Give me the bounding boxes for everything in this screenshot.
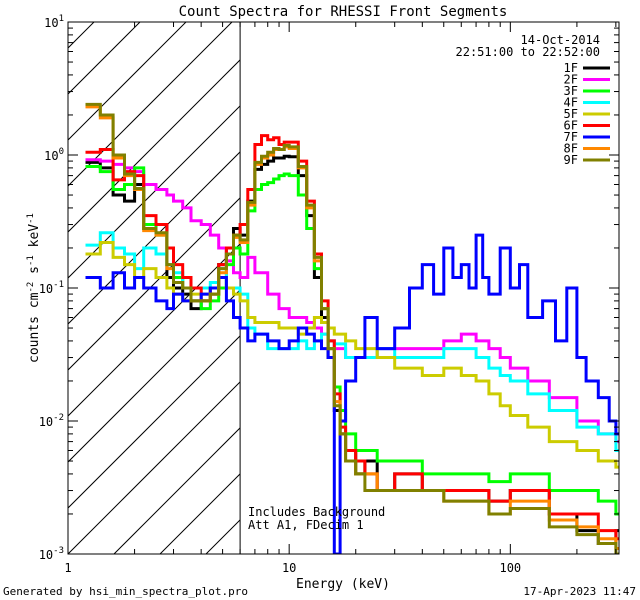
x-axis-label: Energy (keV): [296, 577, 390, 592]
x-tick-label: 1: [64, 561, 71, 575]
footer-timestamp: 17-Apr-2023 11:47: [523, 585, 636, 598]
chart-title: Count Spectra for RHESSI Front Segments: [179, 4, 508, 20]
y-tick-label: 10-3: [39, 546, 64, 562]
y-tick-label: 101: [44, 14, 64, 30]
hatch-line: [0, 0, 30, 554]
x-tick-labels: 1 10 100: [64, 561, 521, 575]
count-spectra-chart: Count Spectra for RHESSI Front Segments …: [0, 0, 640, 600]
legend-label-9f: 9F: [564, 153, 578, 167]
y-tick-labels: 101 100 10-1 10-2 10-3: [39, 14, 64, 562]
hatch-line: [620, 0, 640, 554]
annotation-background: Includes Background: [248, 505, 385, 519]
y-tick-label: 10-1: [39, 280, 64, 296]
hatch-line: [0, 0, 122, 554]
footer-generated-by: Generated by hsi_min_spectra_plot.pro: [3, 585, 248, 598]
observation-time-range: 22:51:00 to 22:52:00: [456, 45, 601, 59]
y-tick-label: 10-2: [39, 413, 64, 429]
annotation-attenuator: Att A1, FDecim 1: [248, 518, 364, 532]
y-tick-label: 100: [44, 147, 64, 163]
x-tick-label: 100: [499, 561, 521, 575]
x-tick-label: 10: [282, 561, 296, 575]
